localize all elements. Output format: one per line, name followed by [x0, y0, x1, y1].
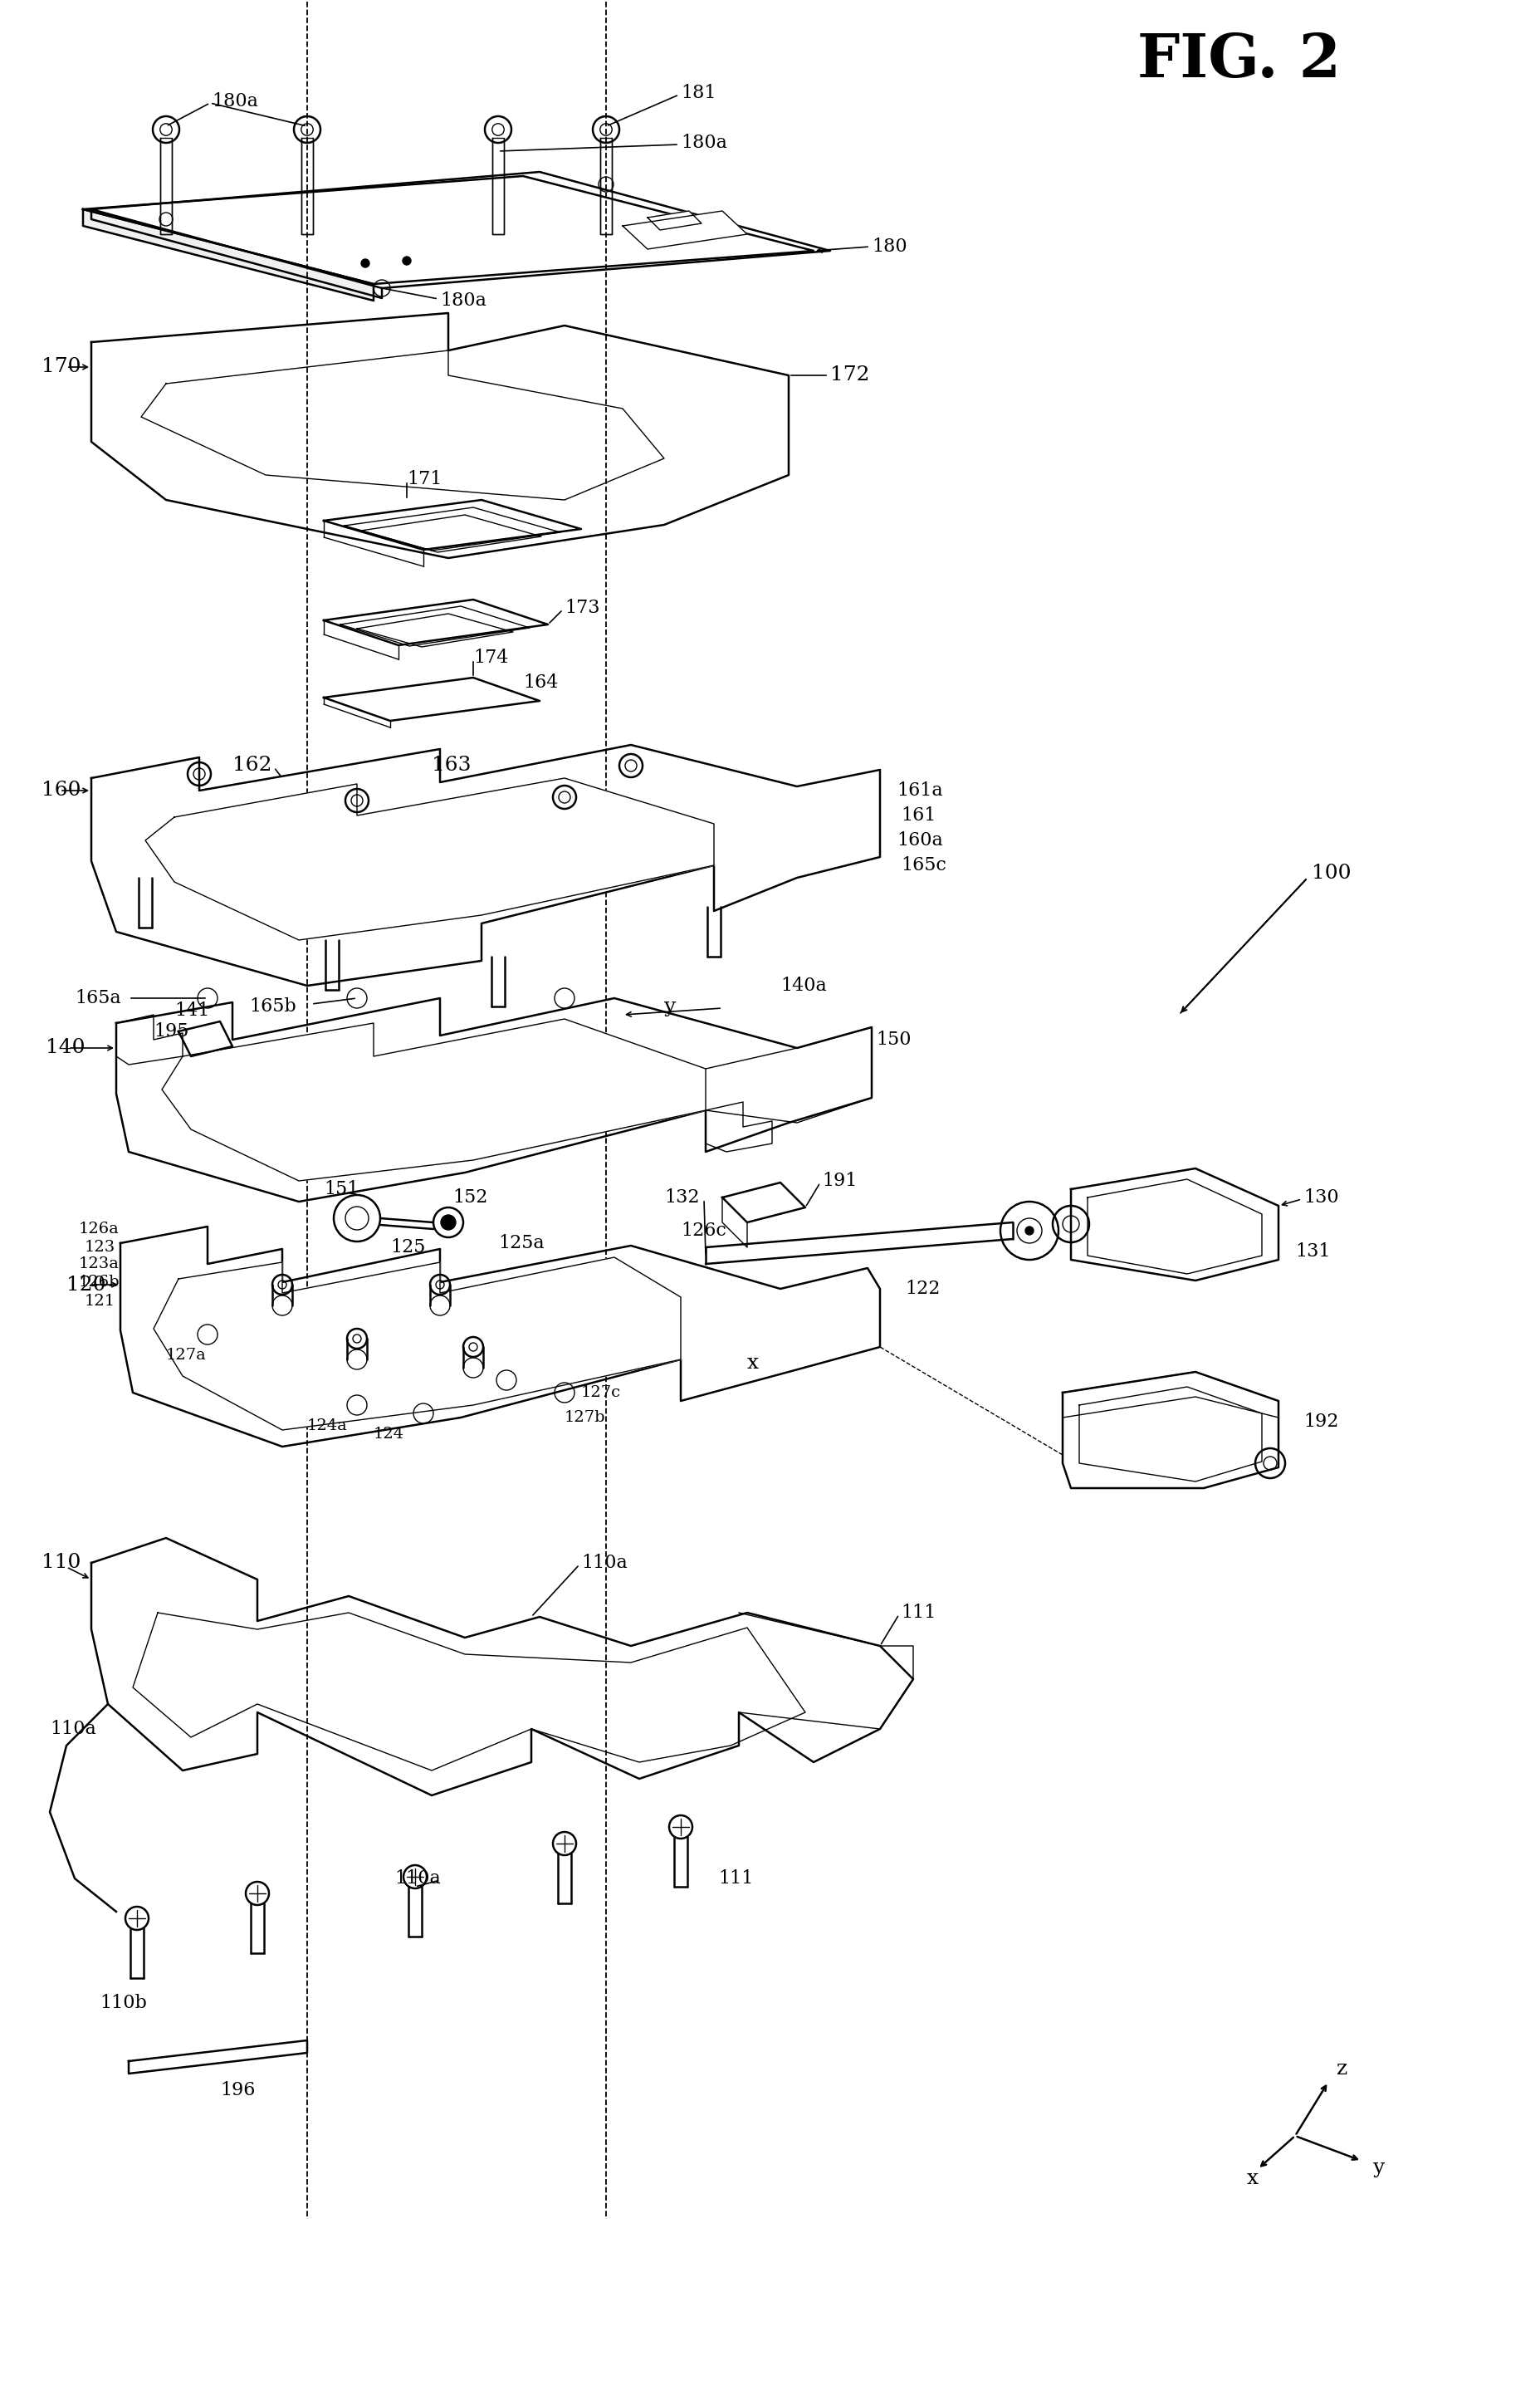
- Polygon shape: [83, 176, 813, 284]
- Text: 140: 140: [46, 1037, 85, 1057]
- Text: 170: 170: [42, 358, 82, 377]
- Text: 124a: 124a: [306, 1419, 348, 1433]
- Text: 192: 192: [1303, 1412, 1338, 1431]
- Polygon shape: [154, 1257, 681, 1431]
- Polygon shape: [91, 1538, 913, 1796]
- Polygon shape: [142, 351, 664, 501]
- Text: 161: 161: [901, 806, 936, 825]
- Text: 126b: 126b: [79, 1274, 120, 1290]
- Circle shape: [440, 1214, 456, 1231]
- Text: 160a: 160a: [896, 832, 942, 849]
- Polygon shape: [1063, 1371, 1278, 1488]
- Polygon shape: [622, 210, 747, 248]
- Text: 111: 111: [901, 1603, 936, 1622]
- Text: 172: 172: [830, 365, 870, 384]
- Polygon shape: [302, 138, 313, 234]
- Polygon shape: [722, 1183, 805, 1224]
- Text: 121: 121: [85, 1293, 116, 1309]
- Text: 140a: 140a: [781, 975, 827, 995]
- Polygon shape: [129, 2042, 306, 2073]
- Text: 127a: 127a: [166, 1348, 206, 1362]
- Text: y: y: [1374, 2158, 1384, 2178]
- Text: 151: 151: [323, 1181, 359, 1197]
- Circle shape: [402, 258, 411, 265]
- Text: 126c: 126c: [681, 1221, 727, 1240]
- Polygon shape: [323, 599, 548, 646]
- Text: 127b: 127b: [565, 1410, 605, 1424]
- Text: 180: 180: [872, 238, 907, 255]
- Text: 130: 130: [1303, 1188, 1338, 1207]
- Polygon shape: [160, 138, 172, 234]
- Text: 173: 173: [565, 599, 599, 618]
- Polygon shape: [120, 1226, 879, 1448]
- Polygon shape: [323, 677, 539, 720]
- Polygon shape: [1070, 1169, 1278, 1281]
- Text: 163: 163: [431, 756, 471, 775]
- Text: 110a: 110a: [49, 1720, 95, 1739]
- Text: FIG. 2: FIG. 2: [1138, 31, 1341, 88]
- Polygon shape: [323, 501, 581, 551]
- Text: 100: 100: [1312, 863, 1351, 882]
- Text: 125: 125: [390, 1238, 425, 1257]
- Text: 124: 124: [374, 1426, 405, 1441]
- Polygon shape: [493, 138, 504, 234]
- Text: 171: 171: [407, 470, 442, 489]
- Text: 127c: 127c: [581, 1386, 621, 1400]
- Text: 160: 160: [42, 780, 82, 799]
- Polygon shape: [91, 172, 830, 289]
- Polygon shape: [647, 210, 702, 229]
- Text: x: x: [1247, 2170, 1258, 2189]
- Text: z: z: [1337, 2061, 1348, 2080]
- Text: 180a: 180a: [440, 291, 487, 310]
- Text: 174: 174: [473, 649, 508, 668]
- Text: 191: 191: [822, 1171, 858, 1190]
- Text: 132: 132: [664, 1188, 699, 1207]
- Polygon shape: [116, 999, 872, 1202]
- Text: y: y: [664, 997, 676, 1016]
- Text: 165c: 165c: [901, 856, 946, 875]
- Polygon shape: [162, 1018, 705, 1181]
- Text: 110a: 110a: [581, 1553, 627, 1572]
- Text: 126a: 126a: [79, 1221, 119, 1235]
- Text: 152: 152: [453, 1188, 488, 1207]
- Polygon shape: [179, 1021, 233, 1057]
- Polygon shape: [601, 138, 611, 234]
- Polygon shape: [91, 312, 788, 558]
- Text: 125a: 125a: [497, 1233, 544, 1252]
- Text: 123: 123: [85, 1240, 116, 1255]
- Text: 162: 162: [233, 756, 273, 775]
- Text: 150: 150: [876, 1030, 912, 1049]
- Text: 165a: 165a: [75, 990, 122, 1006]
- Text: 141: 141: [174, 1002, 209, 1021]
- Text: 111: 111: [718, 1870, 753, 1887]
- Text: 131: 131: [1295, 1243, 1331, 1262]
- Polygon shape: [91, 744, 879, 985]
- Text: 110a: 110a: [394, 1870, 440, 1887]
- Text: 180a: 180a: [211, 93, 259, 110]
- Text: 123a: 123a: [79, 1257, 120, 1271]
- Text: 120: 120: [66, 1276, 106, 1295]
- Polygon shape: [145, 778, 715, 940]
- Text: 110b: 110b: [100, 1994, 146, 2013]
- Text: 181: 181: [681, 83, 716, 103]
- Text: 122: 122: [906, 1281, 939, 1297]
- Text: x: x: [747, 1355, 759, 1374]
- Text: 110: 110: [42, 1553, 80, 1572]
- Circle shape: [362, 260, 370, 267]
- Text: 164: 164: [524, 673, 557, 692]
- Text: 161a: 161a: [896, 782, 942, 799]
- Text: 180a: 180a: [681, 134, 727, 153]
- Polygon shape: [83, 210, 374, 301]
- Text: 195: 195: [154, 1023, 189, 1040]
- Circle shape: [1026, 1226, 1033, 1235]
- Text: 196: 196: [220, 2082, 256, 2099]
- Text: 165b: 165b: [249, 997, 296, 1016]
